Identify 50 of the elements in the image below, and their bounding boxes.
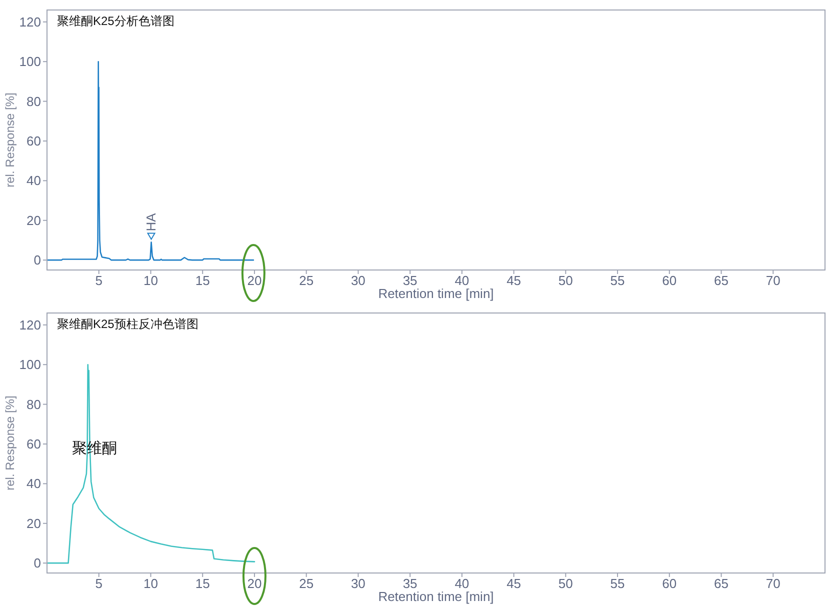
y-tick-label: 20 — [26, 516, 41, 531]
y-tick-label: 40 — [26, 173, 41, 188]
x-tick-label: 65 — [714, 576, 728, 591]
x-tick-label: 55 — [610, 273, 625, 288]
annotation: HA — [144, 212, 159, 232]
y-tick-label: 120 — [19, 317, 41, 332]
y-axis-title: rel. Response [%] — [3, 92, 17, 188]
y-tick-label: 100 — [19, 357, 41, 372]
x-tick-label: 35 — [402, 576, 418, 591]
x-tick-label: 40 — [454, 273, 470, 288]
x-tick-label: 40 — [454, 576, 470, 591]
y-axis-title: rel. Response [%] — [3, 396, 17, 490]
chart-title: 聚维酮K25分析色谱图 — [57, 14, 174, 28]
x-tick-label: 5 — [95, 576, 102, 591]
x-tick-label: 45 — [506, 576, 522, 591]
x-tick-label: 55 — [610, 576, 625, 591]
y-tick-label: 80 — [26, 94, 41, 109]
annotation: HA — [144, 213, 159, 240]
chart-title: 聚维酮K25预柱反冲色谱图 — [57, 317, 198, 331]
y-tick-label: 0 — [34, 252, 41, 268]
x-tick-label: 10 — [144, 576, 158, 591]
x-tick-label: 60 — [662, 273, 677, 288]
x-tick-label: 20 — [247, 273, 262, 288]
x-tick-label: 25 — [299, 273, 314, 288]
x-tick-label: 50 — [558, 576, 573, 591]
x-tick-label: 15 — [195, 576, 210, 591]
x-tick-label: 10 — [144, 273, 158, 288]
x-tick-label: 30 — [350, 576, 366, 591]
y-tick-label: 100 — [19, 54, 41, 70]
x-axis-title: Retention time [min] — [378, 589, 494, 604]
x-axis-title: Retention time [min] — [378, 286, 494, 301]
x-tick-label: 65 — [714, 273, 728, 288]
x-tick-label: 45 — [506, 273, 522, 288]
x-tick-label: 60 — [662, 576, 677, 591]
y-tick-label: 60 — [26, 436, 41, 452]
y-tick-label: 60 — [26, 133, 41, 148]
x-tick-label: 15 — [195, 273, 210, 288]
x-tick-label: 70 — [766, 576, 780, 591]
y-tick-label: 80 — [26, 396, 41, 412]
x-tick-label: 35 — [402, 273, 418, 288]
y-tick-label: 20 — [26, 212, 41, 228]
x-tick-label: 30 — [350, 273, 366, 288]
x-tick-label: 20 — [247, 576, 262, 591]
y-tick-label: 40 — [26, 476, 41, 492]
x-tick-label: 50 — [558, 273, 573, 288]
x-tick-label: 70 — [766, 273, 780, 288]
y-tick-label: 0 — [34, 556, 41, 571]
x-tick-label: 5 — [95, 273, 102, 288]
x-tick-label: 25 — [299, 576, 314, 591]
y-tick-label: 120 — [19, 14, 41, 30]
